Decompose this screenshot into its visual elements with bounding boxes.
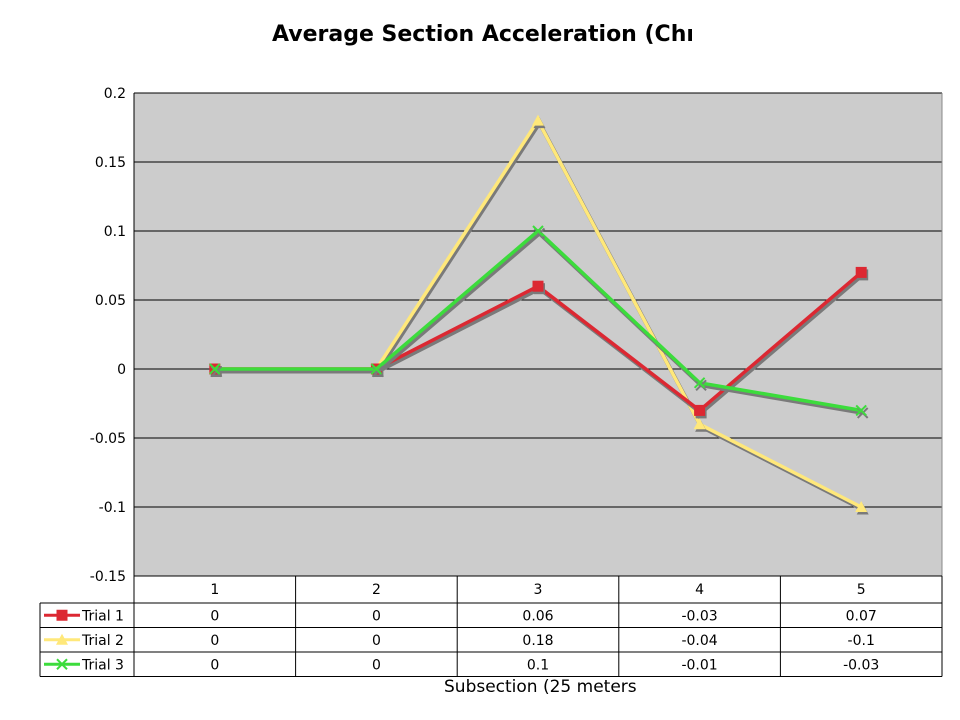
data-point bbox=[855, 404, 867, 417]
x-tick-label: 3 bbox=[534, 582, 543, 598]
data-label: 0.06 bbox=[522, 608, 553, 624]
y-tick-label: 0.05 bbox=[95, 293, 126, 309]
y-tick-label: 0.15 bbox=[95, 155, 126, 171]
legend-label: Trial 2 bbox=[81, 633, 124, 649]
data-label: 0 bbox=[210, 657, 219, 673]
y-tick-label: -0.1 bbox=[99, 500, 126, 516]
plot-area bbox=[134, 93, 942, 576]
x-tick-label: 2 bbox=[372, 582, 381, 598]
y-tick-label: 0.2 bbox=[104, 86, 126, 102]
data-point bbox=[532, 280, 544, 292]
y-tick-label: -0.05 bbox=[90, 431, 126, 447]
data-label: 0.07 bbox=[846, 608, 877, 624]
data-point bbox=[532, 114, 544, 126]
data-label: -0.03 bbox=[681, 608, 717, 624]
data-point bbox=[855, 501, 868, 512]
data-label: -0.1 bbox=[848, 633, 875, 649]
data-point bbox=[693, 418, 706, 430]
data-label: 0 bbox=[372, 657, 381, 673]
data-point bbox=[693, 377, 706, 389]
data-label: -0.03 bbox=[843, 657, 879, 673]
x-tick-label: 4 bbox=[695, 582, 704, 598]
data-point bbox=[694, 404, 706, 416]
legend-marker bbox=[56, 633, 68, 645]
data-label: 0 bbox=[372, 608, 381, 624]
y-tick-label: 0.1 bbox=[104, 224, 126, 240]
x-tick-label: 1 bbox=[210, 582, 219, 598]
y-tick-label: 0 bbox=[117, 362, 126, 378]
data-label: 0.1 bbox=[527, 657, 549, 673]
data-point bbox=[370, 363, 383, 375]
data-point bbox=[209, 363, 221, 375]
data-label: 0 bbox=[210, 633, 219, 649]
data-table: 1 2 3 4 5 Trial 1 0 0 0.06 -0.03 0.07 Trial 2 0 0 0.18… bbox=[39, 575, 943, 677]
legend-label: Trial 1 bbox=[81, 608, 124, 624]
data-point bbox=[855, 266, 867, 278]
data-label: 0 bbox=[372, 633, 381, 649]
x-axis-label: Subsection (25 meters bbox=[444, 677, 636, 697]
chart-title: Average Section Acceleration (Chris Lio bbox=[272, 22, 692, 47]
data-label: 0 bbox=[210, 608, 219, 624]
legend-label: Trial 3 bbox=[81, 657, 124, 673]
legend-marker bbox=[56, 658, 68, 670]
data-label: -0.04 bbox=[681, 633, 717, 649]
y-tick-label: -0.15 bbox=[90, 569, 126, 585]
data-point bbox=[532, 225, 544, 237]
y-axis-ticks: 0.2 0.15 0.1 0.05 0 -0.05 -0.1 -0.15 bbox=[90, 86, 126, 585]
data-label: -0.01 bbox=[681, 657, 717, 673]
legend-marker bbox=[56, 609, 68, 621]
series-lines bbox=[208, 114, 869, 515]
x-tick-label: 5 bbox=[857, 582, 866, 598]
data-label: 0.18 bbox=[522, 633, 553, 649]
